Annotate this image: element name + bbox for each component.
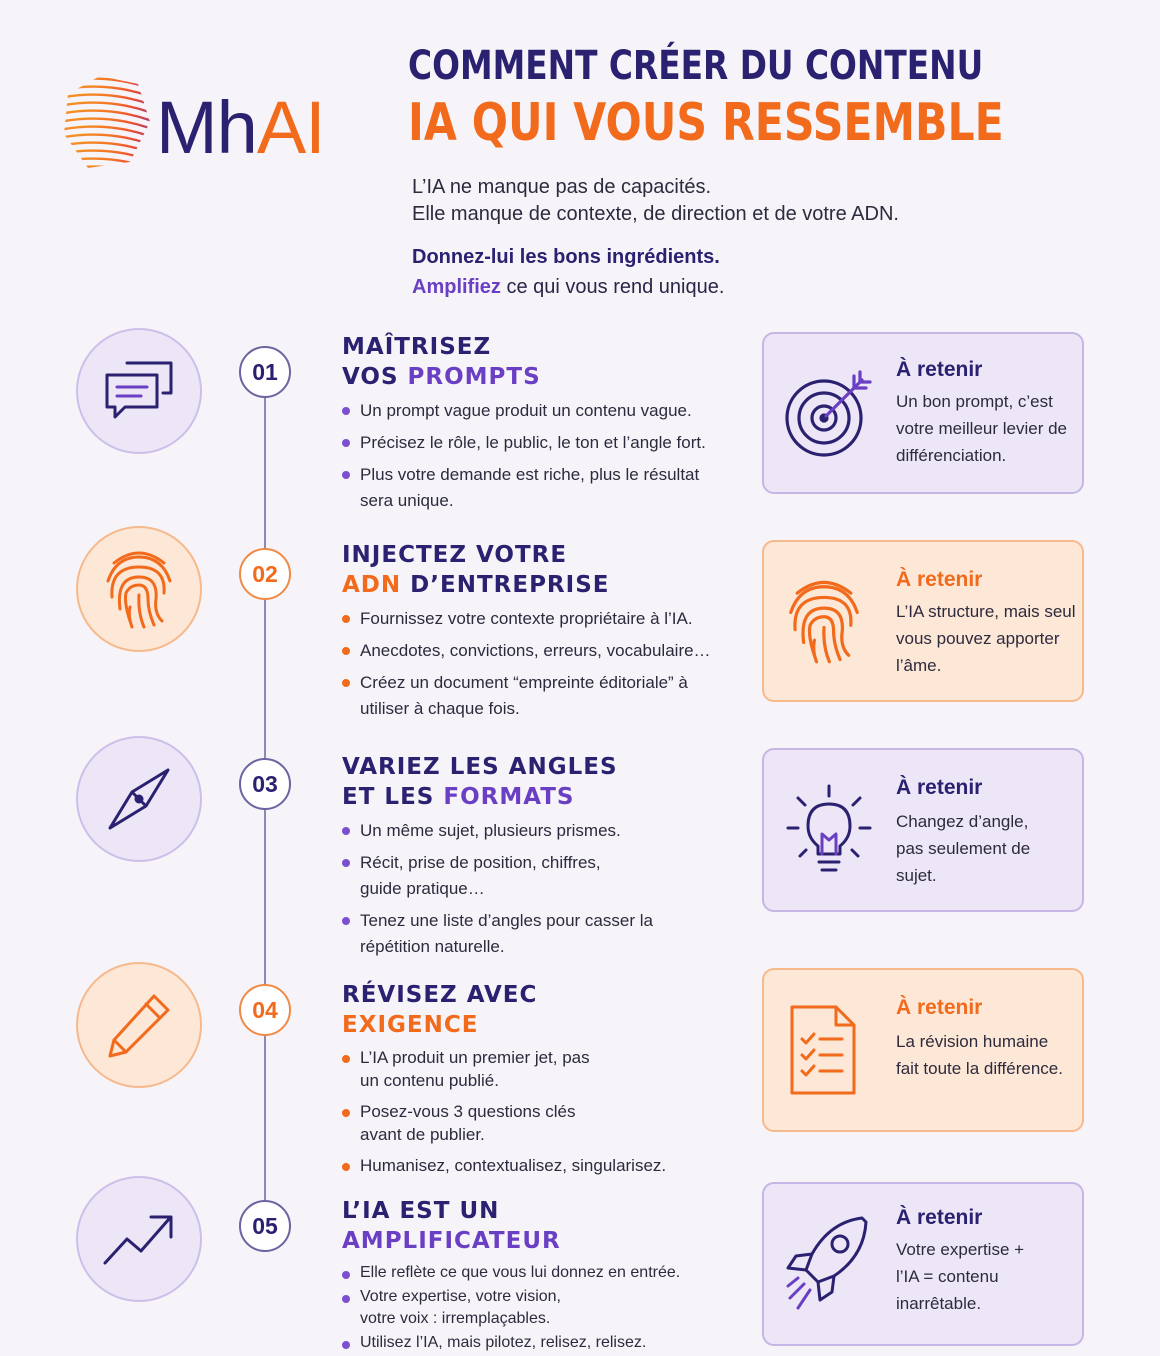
list-item: Fournissez votre contexte propriétaire à… xyxy=(342,606,742,632)
takeaway-text: Un bon prompt, c’est votre meilleur levi… xyxy=(896,392,1068,465)
list-item: Créez un document “empreinte éditoriale”… xyxy=(342,670,722,722)
step-4-takeaway: À retenir La révision humaine fait toute… xyxy=(762,968,1084,1132)
fingerprint-icon xyxy=(106,551,172,629)
page-title: COMMENT CRÉER DU CONTENU IA QUI VOUS RES… xyxy=(408,40,1128,154)
list-item: Votre expertise, votre vision, votre voi… xyxy=(342,1286,592,1330)
takeaway-heading: À retenir xyxy=(896,996,983,1019)
timeline-line xyxy=(264,395,266,1225)
step-2-title: INJECTEZ VOTRE ADN D’ENTREPRISE xyxy=(342,540,609,600)
takeaway-text: La révision humaine fait toute la différ… xyxy=(896,1032,1063,1078)
step-2-number: 02 xyxy=(239,548,291,600)
step-5-number: 05 xyxy=(239,1200,291,1252)
logo-wordmark: MhAI xyxy=(156,86,326,169)
step-5-title: L’IA EST UN AMPLIFICATEUR xyxy=(342,1196,561,1256)
checklist-icon xyxy=(790,1005,856,1095)
takeaway-text: Changez d’angle, pas seulement de sujet. xyxy=(896,812,1031,885)
title-line-1: COMMENT CRÉER DU CONTENU xyxy=(408,43,984,89)
step-5-bullets: Elle reflète ce que vous lui donnez en e… xyxy=(342,1262,722,1356)
list-item: Récit, prise de position, chiffres, guid… xyxy=(342,850,632,902)
step-2-title-highlight: ADN xyxy=(342,572,402,598)
list-item: Précisez le rôle, le public, le ton et l… xyxy=(342,430,732,456)
step-4-number: 04 xyxy=(239,984,291,1036)
step-3-bullets: Un même sujet, plusieurs prismes. Récit,… xyxy=(342,818,672,966)
step-1-bullets: Un prompt vague produit un contenu vague… xyxy=(342,398,732,520)
intro-accent-word: Amplifiez xyxy=(412,276,501,298)
step-4-title-line-1: RÉVISEZ AVEC xyxy=(342,982,538,1008)
pencil-icon xyxy=(108,994,170,1058)
list-item: Elle reflète ce que vous lui donnez en e… xyxy=(342,1262,722,1284)
title-line-2: IA QUI VOUS RESSEMBLE xyxy=(408,93,1004,153)
logo-text-mh: Mh xyxy=(156,86,258,169)
list-item: L’IA produit un premier jet, pas un cont… xyxy=(342,1046,602,1092)
step-2-title-line-1: INJECTEZ VOTRE xyxy=(342,542,568,568)
fingerprint-icon xyxy=(789,580,859,664)
logo-mark-icon xyxy=(64,77,150,168)
takeaway-heading: À retenir xyxy=(896,568,983,591)
target-icon xyxy=(785,370,872,457)
lightbulb-icon xyxy=(786,784,872,872)
intro-line-2: Elle manque de contexte, de direction et… xyxy=(412,203,899,225)
step-1-title: MAÎTRISEZ VOS PROMPTS xyxy=(342,332,541,392)
trend-up-icon xyxy=(103,1215,173,1265)
step-1-takeaway: À retenir Un bon prompt, c’est votre mei… xyxy=(762,332,1084,494)
list-item: Humanisez, contextualisez, singularisez. xyxy=(342,1154,702,1177)
step-2-icon-circle xyxy=(76,526,202,652)
logo-text-ai: AI xyxy=(256,86,326,169)
brand-logo: MhAI xyxy=(60,70,360,170)
takeaway-heading: À retenir xyxy=(896,358,983,381)
step-3-title-plain: ET LES xyxy=(342,784,444,810)
step-4-icon-circle xyxy=(76,962,202,1088)
step-1-icon-circle xyxy=(76,328,202,454)
intro-accent-rest: ce qui vous rend unique. xyxy=(500,276,725,298)
list-item: Un prompt vague produit un contenu vague… xyxy=(342,398,732,424)
list-item: Utilisez l’IA, mais pilotez, relisez, re… xyxy=(342,1332,722,1354)
step-5-takeaway: À retenir Votre expertise + l’IA = conte… xyxy=(762,1182,1084,1346)
intro-text: L’IA ne manque pas de capacités. Elle ma… xyxy=(412,174,899,228)
step-5-title-line-1: L’IA EST UN xyxy=(342,1198,500,1224)
step-3-title-line-1: VARIEZ LES ANGLES xyxy=(342,754,618,780)
takeaway-heading: À retenir xyxy=(896,1206,983,1229)
step-1-number: 01 xyxy=(239,346,291,398)
intro-callout: Donnez-lui les bons ingrédients. Amplifi… xyxy=(412,242,724,302)
takeaway-text: L’IA structure, mais seul vous pouvez ap… xyxy=(896,602,1076,675)
step-4-title: RÉVISEZ AVEC EXIGENCE xyxy=(342,980,537,1040)
step-5-icon-circle xyxy=(76,1176,202,1302)
list-item: Tenez une liste d’angles pour casser la … xyxy=(342,908,672,960)
step-1-title-plain: VOS xyxy=(342,364,408,390)
list-item: Anecdotes, convictions, erreurs, vocabul… xyxy=(342,638,742,664)
list-item: Plus votre demande est riche, plus le ré… xyxy=(342,462,732,514)
step-3-title: VARIEZ LES ANGLES ET LES FORMATS xyxy=(342,752,618,812)
step-2-bullets: Fournissez votre contexte propriétaire à… xyxy=(342,606,742,728)
step-4-title-highlight: EXIGENCE xyxy=(342,1012,479,1038)
step-2-takeaway: À retenir L’IA structure, mais seul vous… xyxy=(762,540,1084,702)
compass-icon xyxy=(108,768,170,830)
intro-line-1: L’IA ne manque pas de capacités. xyxy=(412,176,712,198)
step-2-title-plain: D’ENTREPRISE xyxy=(401,572,610,598)
list-item: Un même sujet, plusieurs prismes. xyxy=(342,818,672,844)
takeaway-text: Votre expertise + l’IA = contenu inarrêt… xyxy=(896,1240,1025,1313)
step-5-title-highlight: AMPLIFICATEUR xyxy=(342,1228,561,1254)
rocket-icon xyxy=(786,1216,868,1310)
takeaway-heading: À retenir xyxy=(896,776,983,799)
step-3-number: 03 xyxy=(239,758,291,810)
chat-bubbles-icon xyxy=(105,361,173,419)
step-3-icon-circle xyxy=(76,736,202,862)
list-item: Posez-vous 3 questions clés avant de pub… xyxy=(342,1100,612,1146)
step-1-title-highlight: PROMPTS xyxy=(407,364,541,390)
step-1-title-line-1: MAÎTRISEZ xyxy=(342,334,492,360)
step-3-title-highlight: FORMATS xyxy=(443,784,575,810)
step-4-bullets: L’IA produit un premier jet, pas un cont… xyxy=(342,1046,682,1179)
step-3-takeaway: À retenir Changez d’angle, pas seulement… xyxy=(762,748,1084,912)
intro-strong-line: Donnez-lui les bons ingrédients. xyxy=(412,246,720,268)
